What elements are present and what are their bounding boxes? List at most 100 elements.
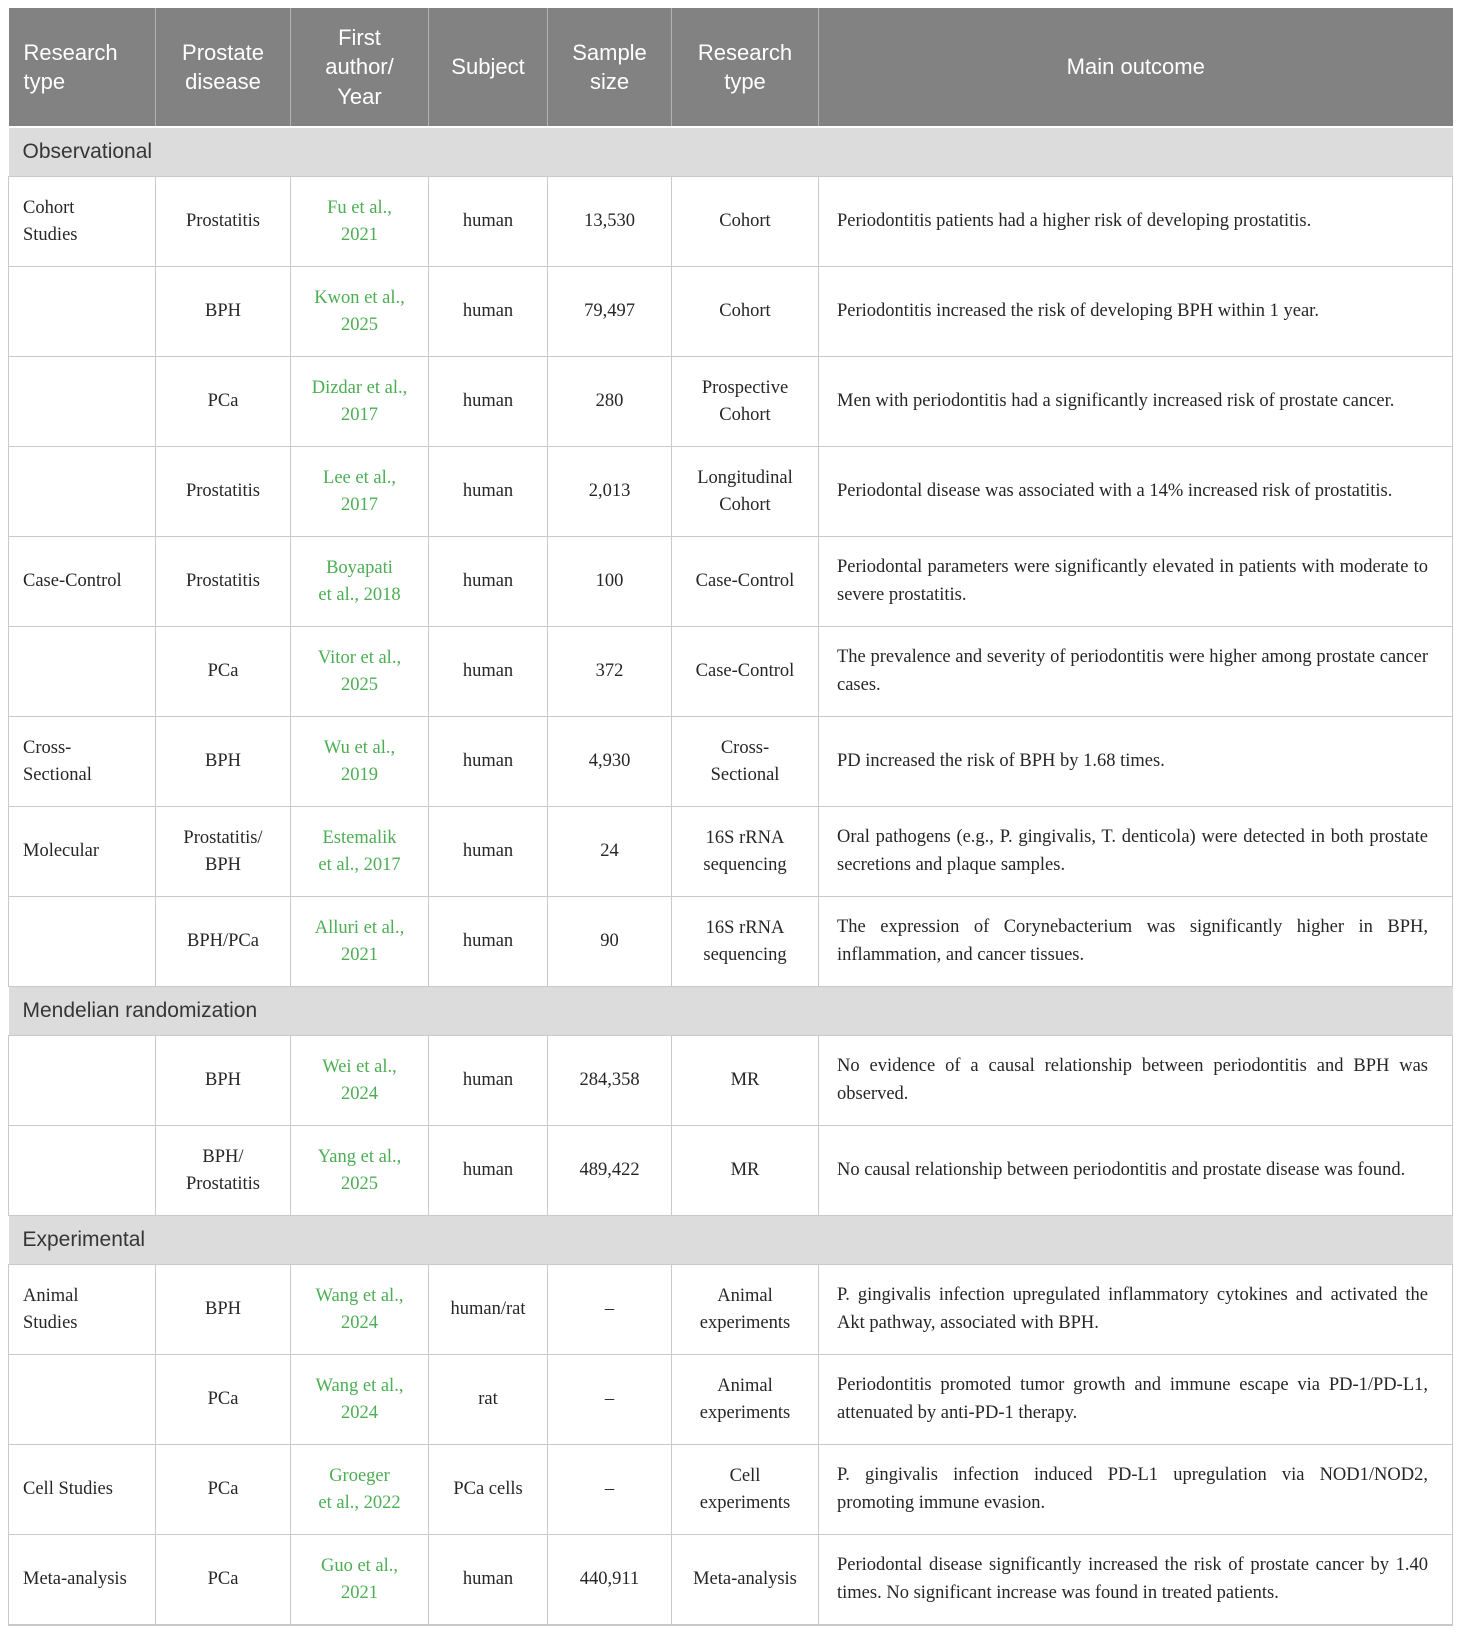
cell-research-design: Cohort <box>671 176 819 267</box>
cell-prostate-disease: BPH <box>155 266 291 357</box>
column-header-first-author-year: First author/ Year <box>290 8 429 128</box>
cell-research-design: Case-Control <box>671 536 819 627</box>
cell-prostate-disease: Prostatitis <box>155 176 291 267</box>
cell-first-author-year: Alluri et al., 2021 <box>290 896 429 987</box>
citation-link[interactable]: Lee et al., 2017 <box>323 467 396 515</box>
section-title: Experimental <box>8 1215 1453 1265</box>
cell-prostate-disease: Prostatitis <box>155 536 291 627</box>
cell-main-outcome: Men with periodontitis had a significant… <box>818 356 1453 447</box>
cell-subject: human <box>428 446 548 537</box>
cell-main-outcome: P. gingivalis infection induced PD-L1 up… <box>818 1444 1453 1535</box>
cell-main-outcome: PD increased the risk of BPH by 1.68 tim… <box>818 716 1453 807</box>
citation-link[interactable]: Boyapati et al., 2018 <box>318 557 401 605</box>
citation-link[interactable]: Groeger et al., 2022 <box>318 1465 401 1513</box>
table-row: Animal Studies BPH Wang et al., 2024 hum… <box>8 1264 1453 1355</box>
cell-subject: human <box>428 1534 548 1626</box>
cell-main-outcome: P. gingivalis infection upregulated infl… <box>818 1264 1453 1355</box>
citation-link[interactable]: Vitor et al., 2025 <box>317 647 402 695</box>
citation-link[interactable]: Wu et al., 2019 <box>323 737 396 785</box>
cell-main-outcome: Periodontal disease was associated with … <box>818 446 1453 537</box>
cell-research-type <box>8 356 156 447</box>
cell-research-type <box>8 1125 156 1216</box>
table-row: PCa Dizdar et al., 2017 human 280 Prospe… <box>8 356 1453 447</box>
cell-research-type <box>8 1035 156 1126</box>
cell-prostate-disease: BPH <box>155 1035 291 1126</box>
citation-link[interactable]: Yang et al., 2025 <box>317 1146 402 1194</box>
cell-research-design: 16S rRNA sequencing <box>671 806 819 897</box>
cell-research-type <box>8 626 156 717</box>
cell-prostate-disease: BPH <box>155 716 291 807</box>
section-title: Observational <box>8 126 1453 177</box>
cell-sample-size: 280 <box>547 356 672 447</box>
cell-research-design: Prospective Cohort <box>671 356 819 447</box>
table-row: BPH Kwon et al., 2025 human 79,497 Cohor… <box>8 266 1453 357</box>
cell-research-type <box>8 266 156 357</box>
citation-link[interactable]: Wang et al., 2024 <box>315 1285 404 1333</box>
cell-subject: human <box>428 626 548 717</box>
cell-research-design: Meta-analysis <box>671 1534 819 1626</box>
citation-link[interactable]: Kwon et al., 2025 <box>314 287 405 335</box>
cell-prostate-disease: PCa <box>155 1444 291 1535</box>
cell-first-author-year: Wei et al., 2024 <box>290 1035 429 1126</box>
citation-link[interactable]: Estemalik et al., 2017 <box>318 827 401 875</box>
cell-prostate-disease: PCa <box>155 626 291 717</box>
cell-prostate-disease: PCa <box>155 1354 291 1445</box>
cell-research-type: Cohort Studies <box>8 176 156 267</box>
cell-sample-size: 13,530 <box>547 176 672 267</box>
header-row: Research type Prostate disease First aut… <box>8 8 1453 128</box>
cell-subject: human/rat <box>428 1264 548 1355</box>
citation-link[interactable]: Guo et al., 2021 <box>320 1555 399 1603</box>
column-header-prostate-disease: Prostate disease <box>155 8 291 128</box>
section-header-row: Observational <box>8 126 1453 177</box>
cell-research-design: 16S rRNA sequencing <box>671 896 819 987</box>
citation-link[interactable]: Wei et al., 2024 <box>322 1056 397 1104</box>
citation-link[interactable]: Wang et al., 2024 <box>315 1375 404 1423</box>
table-row: BPH/PCa Alluri et al., 2021 human 90 16S… <box>8 896 1453 987</box>
cell-sample-size: 90 <box>547 896 672 987</box>
cell-prostate-disease: Prostatitis/ BPH <box>155 806 291 897</box>
cell-prostate-disease: Prostatitis <box>155 446 291 537</box>
cell-sample-size: 24 <box>547 806 672 897</box>
cell-sample-size: – <box>547 1264 672 1355</box>
cell-first-author-year: Groeger et al., 2022 <box>290 1444 429 1535</box>
cell-sample-size: 2,013 <box>547 446 672 537</box>
cell-research-type: Animal Studies <box>8 1264 156 1355</box>
cell-sample-size: – <box>547 1354 672 1445</box>
cell-first-author-year: Boyapati et al., 2018 <box>290 536 429 627</box>
cell-research-type: Case-Control <box>8 536 156 627</box>
column-header-research-design: Research type <box>671 8 819 128</box>
table-row: Prostatitis Lee et al., 2017 human 2,013… <box>8 446 1453 537</box>
cell-research-design: Longitudinal Cohort <box>671 446 819 537</box>
cell-prostate-disease: BPH/PCa <box>155 896 291 987</box>
cell-sample-size: 284,358 <box>547 1035 672 1126</box>
cell-first-author-year: Estemalik et al., 2017 <box>290 806 429 897</box>
cell-subject: rat <box>428 1354 548 1445</box>
cell-subject: PCa cells <box>428 1444 548 1535</box>
cell-main-outcome: Periodontal disease significantly increa… <box>818 1534 1453 1626</box>
cell-subject: human <box>428 896 548 987</box>
section-header-row: Mendelian randomization <box>8 986 1453 1036</box>
cell-main-outcome: The expression of Corynebacterium was si… <box>818 896 1453 987</box>
cell-research-design: MR <box>671 1125 819 1216</box>
citation-link[interactable]: Dizdar et al., 2017 <box>311 377 408 425</box>
cell-first-author-year: Kwon et al., 2025 <box>290 266 429 357</box>
cell-first-author-year: Wu et al., 2019 <box>290 716 429 807</box>
studies-summary-table: Research type Prostate disease First aut… <box>8 8 1453 1626</box>
cell-sample-size: 100 <box>547 536 672 627</box>
cell-first-author-year: Wang et al., 2024 <box>290 1354 429 1445</box>
cell-first-author-year: Guo et al., 2021 <box>290 1534 429 1626</box>
citation-link[interactable]: Alluri et al., 2021 <box>314 917 405 965</box>
cell-subject: human <box>428 176 548 267</box>
cell-research-type: Molecular <box>8 806 156 897</box>
cell-first-author-year: Yang et al., 2025 <box>290 1125 429 1216</box>
cell-research-type <box>8 896 156 987</box>
column-header-main-outcome: Main outcome <box>818 8 1453 128</box>
citation-link[interactable]: Fu et al., 2021 <box>327 197 392 245</box>
cell-first-author-year: Wang et al., 2024 <box>290 1264 429 1355</box>
table-row: BPH Wei et al., 2024 human 284,358 MR No… <box>8 1035 1453 1126</box>
cell-main-outcome: No causal relationship between periodont… <box>818 1125 1453 1216</box>
cell-research-design: Animal experiments <box>671 1264 819 1355</box>
cell-first-author-year: Lee et al., 2017 <box>290 446 429 537</box>
cell-main-outcome: The prevalence and severity of periodont… <box>818 626 1453 717</box>
cell-subject: human <box>428 536 548 627</box>
